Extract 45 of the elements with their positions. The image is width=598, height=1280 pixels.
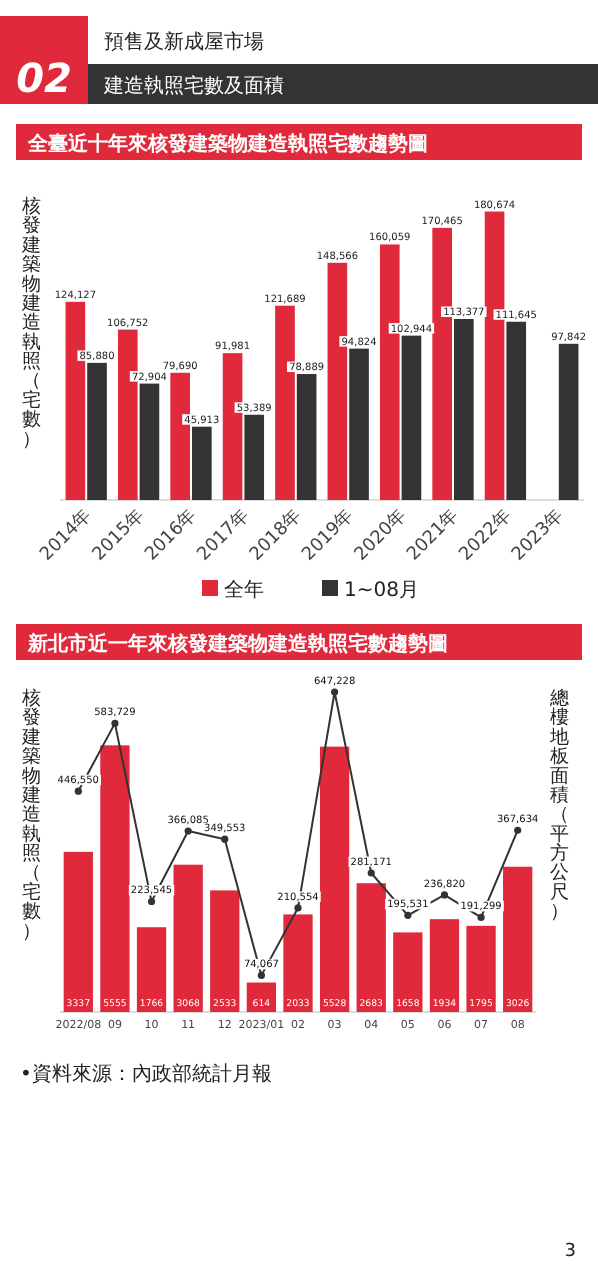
point xyxy=(440,891,449,899)
point xyxy=(514,826,522,834)
chart-title: 新北市近一年來核發建築物建造執照宅數趨勢圖 xyxy=(26,632,448,656)
text: 建造執照宅數及面積 xyxy=(102,74,284,98)
bar xyxy=(349,348,369,500)
text: 02 xyxy=(16,54,72,102)
bar xyxy=(283,914,313,1012)
point xyxy=(477,913,485,922)
bar xyxy=(296,374,317,500)
legend-label: 1~08月 xyxy=(344,580,419,602)
bar xyxy=(136,927,167,1012)
text: 總樓地板面積（平方公尺） xyxy=(550,688,570,924)
point xyxy=(294,904,302,912)
bar xyxy=(429,919,460,1012)
bar xyxy=(210,890,240,1012)
bar xyxy=(192,426,212,500)
text: 核發建築物建造執照（宅數） xyxy=(22,688,42,943)
bar xyxy=(139,383,160,500)
text: 3 xyxy=(564,1242,576,1262)
point xyxy=(184,827,192,835)
text: 預售及新成屋市場 xyxy=(104,30,264,54)
point xyxy=(74,787,82,795)
bar xyxy=(558,343,579,500)
bar xyxy=(173,864,203,1012)
bar xyxy=(319,746,350,1012)
point xyxy=(257,971,265,979)
bar xyxy=(503,866,533,1012)
legend-label: 全年 xyxy=(224,578,264,602)
bar xyxy=(100,745,130,1012)
bar xyxy=(466,925,496,1012)
text: 核發建築物建造執照（宅數） xyxy=(22,196,42,451)
bar xyxy=(401,335,422,500)
bar xyxy=(63,851,93,1012)
point xyxy=(147,897,156,906)
point xyxy=(404,911,412,919)
bar xyxy=(244,414,265,500)
text: •資料來源：內政部統計月報 xyxy=(20,1062,272,1086)
chart-title: 全臺近十年來核發建築物建造執照宅數趨勢圖 xyxy=(26,132,428,156)
point xyxy=(367,869,375,877)
bar xyxy=(393,932,423,1012)
bar xyxy=(454,318,474,500)
bar xyxy=(506,321,527,500)
bar xyxy=(356,883,386,1012)
point xyxy=(221,835,229,843)
bar xyxy=(87,362,107,500)
